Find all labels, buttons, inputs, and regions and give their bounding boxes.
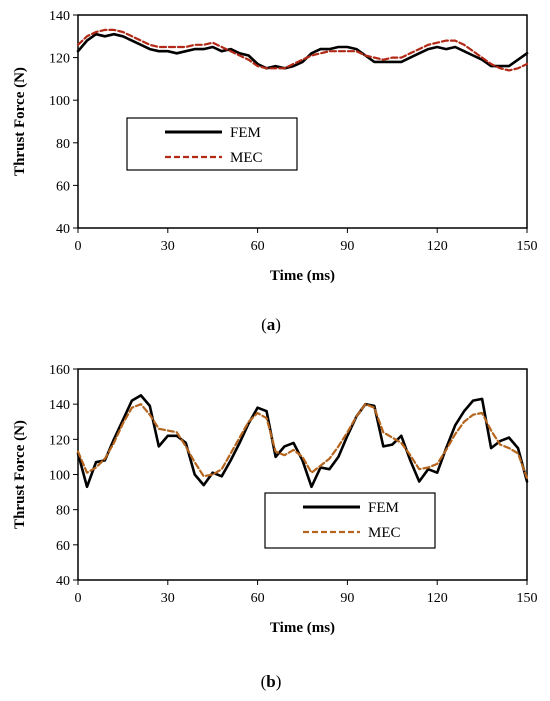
legend-box [264, 492, 436, 549]
x-tick-label: 150 [517, 591, 538, 606]
panel-caption: (b) [261, 672, 282, 691]
x-tick-label: 30 [161, 591, 175, 606]
series-line-mec [76, 28, 529, 72]
legend: FEM MEC [264, 492, 436, 549]
y-tick-label: 120 [49, 52, 70, 67]
plot-frame [77, 14, 528, 229]
x-tick-label: 30 [161, 239, 175, 254]
y-axis-label: Thrust Force (N) [12, 67, 28, 176]
x-tick-label: 150 [517, 239, 538, 254]
x-tick-label: 0 [75, 591, 82, 606]
chart-panel-b: 40 60 80 100 120 140 160 0 30 60 90 120 150 Time (ms)… [12, 363, 538, 691]
y-tick-label: 80 [56, 504, 70, 519]
legend-label-fem: FEM [368, 500, 399, 516]
legend-label-mec: MEC [368, 525, 401, 541]
y-tick-label: 40 [56, 222, 70, 237]
y-tick-label: 140 [49, 9, 70, 24]
y-tick-label: 160 [49, 363, 70, 378]
chart-panel-a: 40 60 80 100 120 140 0 30 60 90 120 150 Time (ms) Thr… [12, 9, 538, 334]
legend-box [126, 117, 298, 171]
x-tick-label: 120 [427, 591, 448, 606]
panel-caption: (a) [261, 315, 281, 334]
x-tick-label: 0 [75, 239, 82, 254]
series-line-mec [76, 403, 529, 480]
y-tick-label: 120 [49, 433, 70, 448]
y-axis-label: Thrust Force (N) [12, 420, 28, 529]
legend: FEM MEC [126, 117, 298, 171]
legend-label-mec: MEC [230, 150, 263, 166]
y-tick-label: 60 [56, 179, 70, 194]
x-tick-label: 90 [340, 239, 354, 254]
series-line-fem [76, 32, 529, 70]
y-tick-label: 60 [56, 539, 70, 554]
x-tick-label: 60 [251, 239, 265, 254]
x-axis-label: Time (ms) [270, 268, 335, 284]
y-tick-label: 40 [56, 574, 70, 589]
y-tick-label: 100 [49, 94, 70, 109]
x-tick-label: 90 [340, 591, 354, 606]
y-tick-label: 100 [49, 469, 70, 484]
x-tick-label: 120 [427, 239, 448, 254]
x-axis-label: Time (ms) [270, 620, 335, 636]
y-tick-label: 140 [49, 398, 70, 413]
y-tick-label: 80 [56, 137, 70, 152]
legend-label-fem: FEM [230, 125, 261, 141]
x-tick-label: 60 [251, 591, 265, 606]
